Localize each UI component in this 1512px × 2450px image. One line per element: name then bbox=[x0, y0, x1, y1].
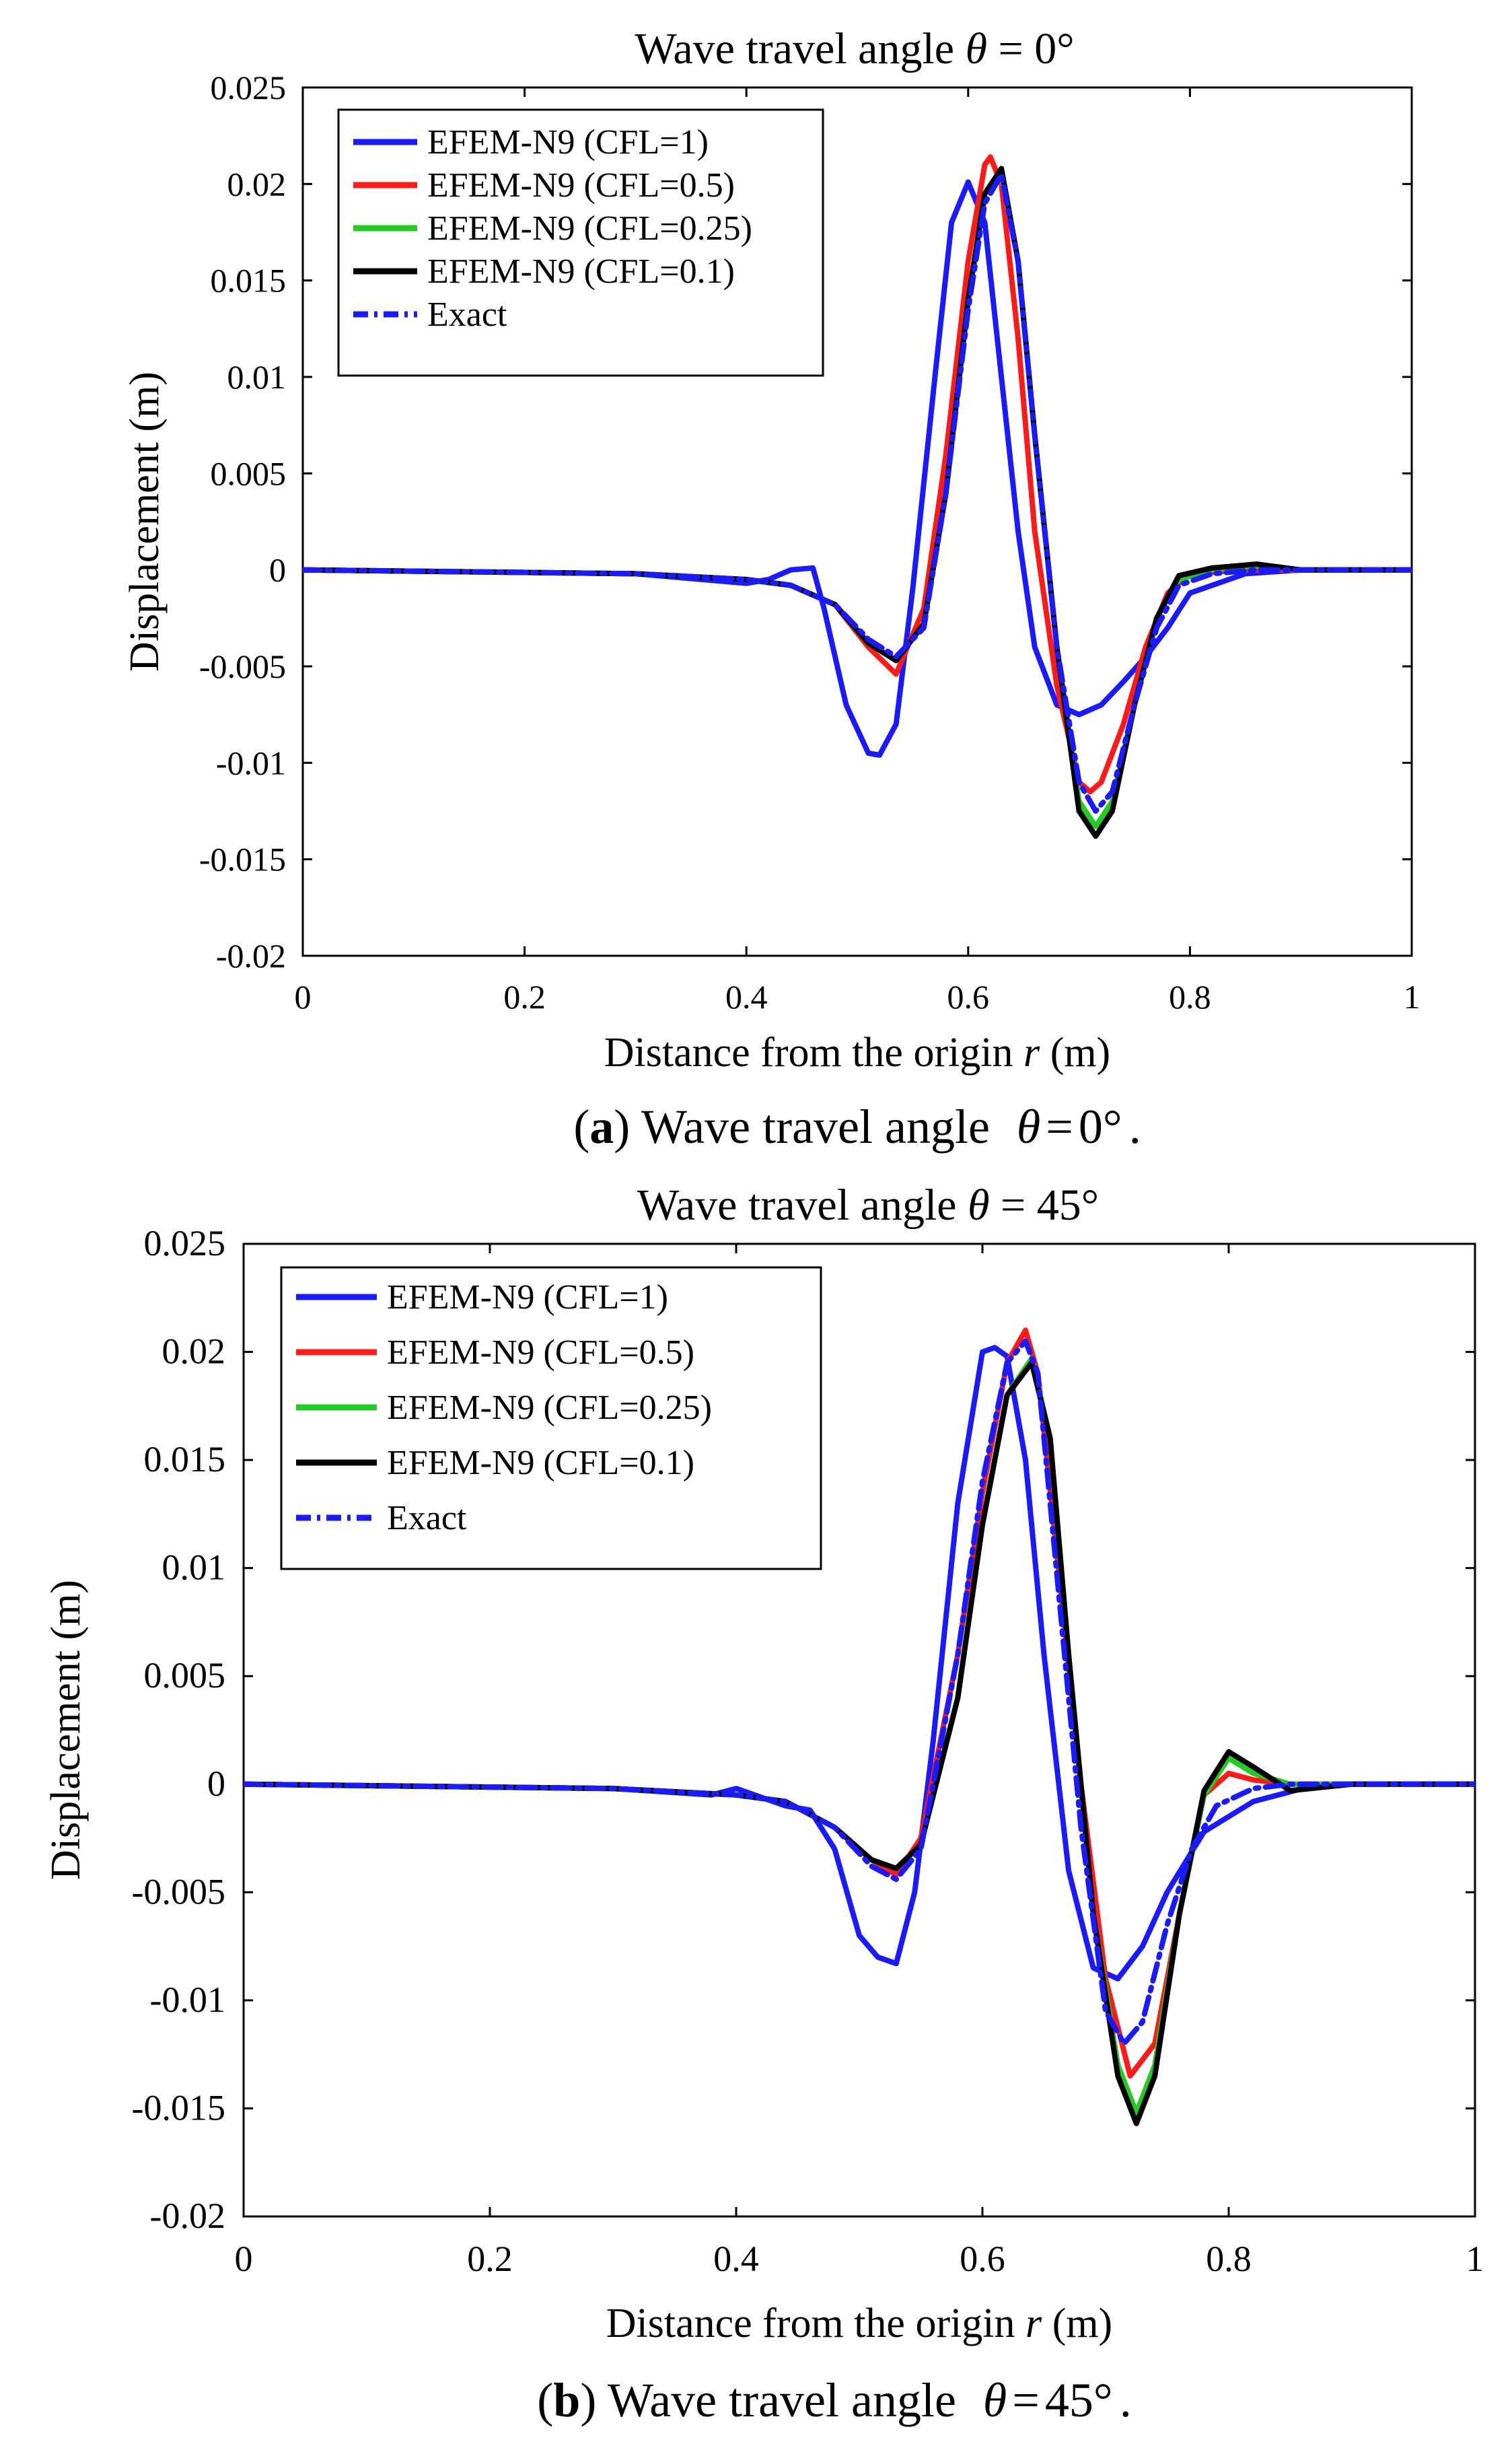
chart-a-legend-label: EFEM-N9 (CFL=1) bbox=[427, 123, 709, 162]
chart-b-x-axis: 0 0.2 0.4 0.6 0.8 1 bbox=[235, 1244, 1484, 2279]
chart-a-y-axis: -0.02 -0.015 -0.01 -0.005 0 0.005 0.01 0.015 0.0… bbox=[199, 69, 1412, 975]
chart-a-y-tick-label: 0.005 bbox=[211, 454, 287, 492]
chart-b-series-exact bbox=[244, 1338, 1475, 2047]
chart-b-y-tick-label: -0.02 bbox=[150, 2196, 225, 2236]
chart-a-y-tick-label: -0.015 bbox=[199, 841, 286, 878]
chart-a-series-efem-n9-cfl-1 bbox=[303, 179, 1412, 758]
chart-b-x-tick-label: 0.6 bbox=[960, 2239, 1005, 2279]
caption-b: (b) Wave travel angle θ = 45°. bbox=[537, 2373, 1131, 2427]
chart-b-y-tick-label: 0.01 bbox=[162, 1547, 226, 1588]
chart-b-legend-label: Exact bbox=[387, 1499, 467, 1537]
chart-b-y-tick-label: 0.02 bbox=[162, 1331, 226, 1372]
chart-a-x-tick-label: 0.2 bbox=[503, 978, 546, 1016]
chart-b-x-tick-label: 0.8 bbox=[1206, 2239, 1252, 2279]
chart-b-y-axis: -0.02 -0.015 -0.01 -0.005 0 0.005 0.01 0.015 0.0… bbox=[132, 1223, 1475, 2236]
chart-a-legend-label: Exact bbox=[427, 295, 507, 334]
chart-a-y-tick-label: -0.01 bbox=[216, 744, 286, 781]
chart-a-x-tick-label: 0.4 bbox=[725, 978, 768, 1016]
chart-b-y-tick-label: -0.015 bbox=[132, 2087, 225, 2128]
chart-b-title-theta: θ bbox=[968, 1181, 989, 1230]
chart-b-legend-label: EFEM-N9 (CFL=0.1) bbox=[387, 1444, 694, 1482]
chart-b-series-group bbox=[244, 1327, 1475, 2126]
chart-b-y-tick-label: 0.015 bbox=[144, 1439, 226, 1479]
chart-a-y-tick-label: 0 bbox=[269, 551, 286, 589]
chart-a-series-exact bbox=[303, 172, 1412, 814]
chart-a-plot-area bbox=[301, 86, 1413, 957]
chart-b-y-tick-label: 0 bbox=[207, 1763, 225, 1804]
chart-b-title: Wave travel angle θ = 45° bbox=[637, 1181, 1099, 1230]
chart-a-y-tick-label: 0.01 bbox=[227, 358, 287, 396]
chart-b-y-tick-label: 0.005 bbox=[144, 1655, 226, 1695]
chart-b-x-tick-label: 0.4 bbox=[713, 2239, 759, 2279]
chart-b-y-tick-label: -0.01 bbox=[150, 1980, 225, 2020]
chart-a-x-tick-label: 0.8 bbox=[1169, 978, 1211, 1016]
chart-a-legend: EFEM-N9 (CFL=1) EFEM-N9 (CFL=0.5) EFEM-N9 … bbox=[337, 108, 824, 377]
chart-b-legend-label: EFEM-N9 (CFL=0.25) bbox=[387, 1389, 712, 1427]
chart-a-x-tick-label: 0.6 bbox=[947, 978, 990, 1016]
chart-a-title-theta: θ bbox=[966, 24, 987, 73]
chart-a-y-label: Displacement (m) bbox=[122, 372, 168, 672]
chart-b-y-label: Displacement (m) bbox=[43, 1580, 89, 1880]
chart-a-y-tick-label: 0.025 bbox=[211, 69, 287, 106]
chart-a-title: Wave travel angle θ = 0° bbox=[635, 24, 1074, 73]
chart-b-x-label: Distance from the origin r (m) bbox=[606, 2301, 1112, 2346]
chart-b-y-tick-label: -0.005 bbox=[132, 1871, 225, 1912]
chart-panel-b: Wave travel angle θ = 45° -0.02-0.015-0.… bbox=[43, 1181, 1484, 2346]
chart-a-y-tick-label: 0.015 bbox=[211, 262, 287, 300]
caption-a: (a) Wave travel angle θ = 0°. bbox=[573, 1100, 1141, 1154]
chart-b-x-tick-label: 0.2 bbox=[467, 2239, 513, 2279]
chart-a-y-tick-label: 0.02 bbox=[227, 165, 287, 203]
chart-a-legend-label: EFEM-N9 (CFL=0.1) bbox=[427, 252, 735, 291]
chart-b-legend: EFEM-N9 (CFL=1) EFEM-N9 (CFL=0.5) EFEM-N9 … bbox=[280, 1266, 822, 1570]
chart-a-legend-box bbox=[337, 108, 824, 377]
chart-panel-a: Wave travel angle θ = 0° -0.02-0.015-0.0… bbox=[122, 24, 1420, 1076]
chart-b-legend-label: EFEM-N9 (CFL=1) bbox=[387, 1278, 668, 1317]
chart-b-x-tick-label: 1 bbox=[1466, 2239, 1484, 2279]
chart-a-y-tick-label: -0.02 bbox=[216, 937, 286, 975]
chart-a-x-tick-label: 1 bbox=[1404, 978, 1420, 1016]
chart-b-y-tick-label: 0.025 bbox=[144, 1223, 226, 1263]
chart-a-series-group bbox=[303, 154, 1412, 839]
chart-a-x-tick-label: 0 bbox=[295, 978, 312, 1016]
chart-b-x-tick-label: 0 bbox=[235, 2239, 253, 2279]
chart-a-legend-label: EFEM-N9 (CFL=0.5) bbox=[427, 166, 735, 205]
chart-a-y-tick-label: -0.005 bbox=[199, 648, 286, 685]
chart-b-plot-area bbox=[242, 1242, 1476, 2218]
chart-b-legend-label: EFEM-N9 (CFL=0.5) bbox=[387, 1333, 694, 1372]
chart-a-x-label: Distance from the origin r (m) bbox=[604, 1030, 1110, 1076]
chart-a-legend-label: EFEM-N9 (CFL=0.25) bbox=[427, 209, 752, 248]
chart-a-x-axis: 0 0.2 0.4 0.6 0.8 1 bbox=[295, 88, 1420, 1016]
